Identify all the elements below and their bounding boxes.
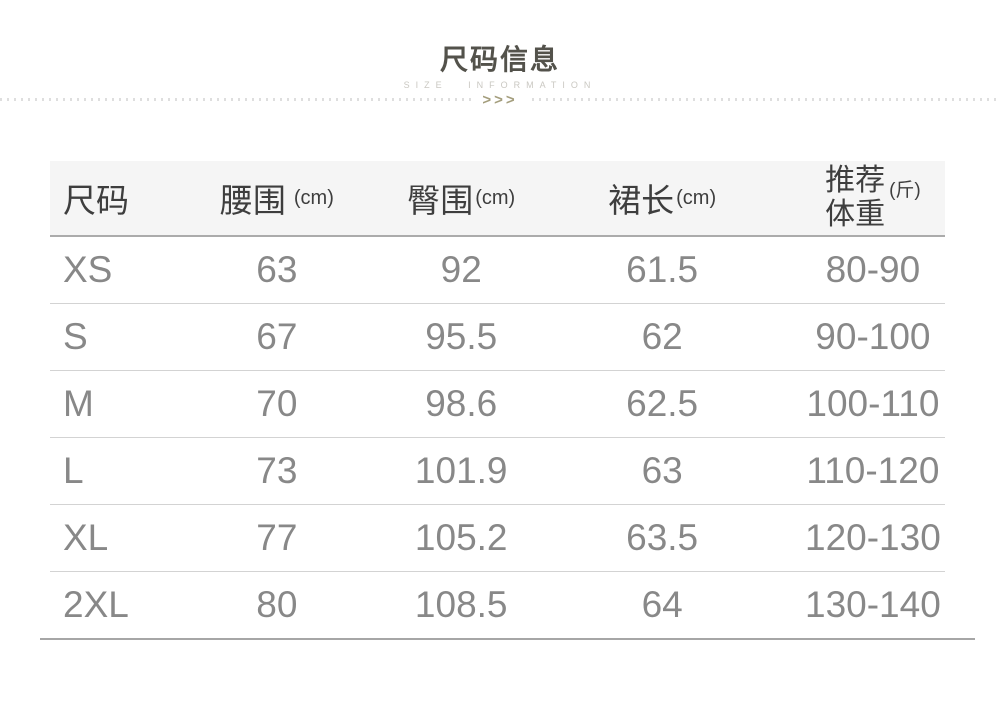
header-waist: 腰围 (cm): [155, 161, 399, 235]
table-bottom-border: [40, 638, 975, 640]
hip-cell: 105.2: [414, 517, 508, 558]
size-cell: XS: [63, 249, 113, 290]
size-cell: L: [63, 450, 84, 491]
skirt-length-cell: 63.5: [626, 517, 699, 558]
weight-cell: 130-140: [805, 584, 941, 625]
chevrons-right-icon: >>>: [472, 92, 528, 107]
header-hip-unit: (cm): [475, 186, 516, 209]
table-row: XL 77 105.2 63.5 120-130: [50, 505, 945, 572]
header-skirt-length: 裙长 (cm): [523, 161, 800, 235]
size-cell: S: [63, 316, 88, 357]
skirt-length-cell: 64: [641, 584, 683, 625]
dotted-divider: >>>: [0, 92, 1000, 107]
waist-cell: 80: [256, 584, 298, 625]
size-info-header: 尺码信息 SIZE INFORMATION: [0, 0, 1000, 90]
header-skirt-length-label: 裙长: [608, 182, 675, 219]
weight-cell: 120-130: [805, 517, 941, 558]
header-size-label: 尺码: [63, 182, 129, 219]
header-hip-label: 臀围: [407, 182, 474, 219]
waist-cell: 67: [256, 316, 298, 357]
waist-cell: 77: [256, 517, 298, 558]
size-cell: M: [63, 383, 94, 424]
header-waist-label: 腰围: [219, 182, 286, 219]
skirt-length-cell: 62.5: [626, 383, 699, 424]
header-recommended-weight-unit: (斤): [889, 179, 921, 201]
hip-cell: 108.5: [414, 584, 508, 625]
page-title: 尺码信息: [439, 44, 560, 75]
waist-cell: 70: [256, 383, 298, 424]
hip-cell: 101.9: [414, 450, 508, 491]
hip-cell: 92: [440, 249, 482, 290]
header-size: 尺码: [50, 161, 155, 235]
header-hip: 臀围 (cm): [399, 161, 523, 235]
size-cell: XL: [63, 517, 109, 558]
page-subtitle: SIZE INFORMATION: [403, 80, 597, 90]
waist-cell: 73: [256, 450, 298, 491]
size-table-body: XS 63 92 61.5 80-90 S 67 95.5 62 90-100 M 70 98.6 62.…: [50, 237, 945, 638]
header-recommended-weight-label: 推荐 体重: [825, 164, 886, 231]
table-row: M 70 98.6 62.5 100-110: [50, 371, 945, 438]
skirt-length-cell: 61.5: [626, 249, 699, 290]
hip-cell: 95.5: [425, 316, 498, 357]
table-row: S 67 95.5 62 90-100: [50, 304, 945, 371]
header-skirt-length-unit: (cm): [676, 186, 717, 209]
size-chart-table: 尺码 腰围 (cm) 臀围 (cm) 裙长 (cm) 推荐 体重 (斤) XS 6…: [40, 161, 975, 640]
header-waist-unit: (cm): [293, 186, 334, 209]
weight-cell: 80-90: [825, 249, 921, 290]
hip-cell: 98.6: [425, 383, 498, 424]
waist-cell: 63: [256, 249, 298, 290]
table-header-row: 尺码 腰围 (cm) 臀围 (cm) 裙长 (cm) 推荐 体重 (斤): [50, 161, 945, 237]
weight-cell: 90-100: [815, 316, 931, 357]
table-row: L 73 101.9 63 110-120: [50, 438, 945, 505]
skirt-length-cell: 62: [641, 316, 683, 357]
skirt-length-cell: 63: [641, 450, 683, 491]
size-cell: 2XL: [63, 584, 129, 625]
table-row: XS 63 92 61.5 80-90: [50, 237, 945, 304]
weight-cell: 100-110: [806, 383, 940, 424]
weight-cell: 110-120: [806, 450, 940, 491]
table-row: 2XL 80 108.5 64 130-140: [50, 572, 945, 638]
header-recommended-weight: 推荐 体重 (斤): [801, 161, 945, 235]
